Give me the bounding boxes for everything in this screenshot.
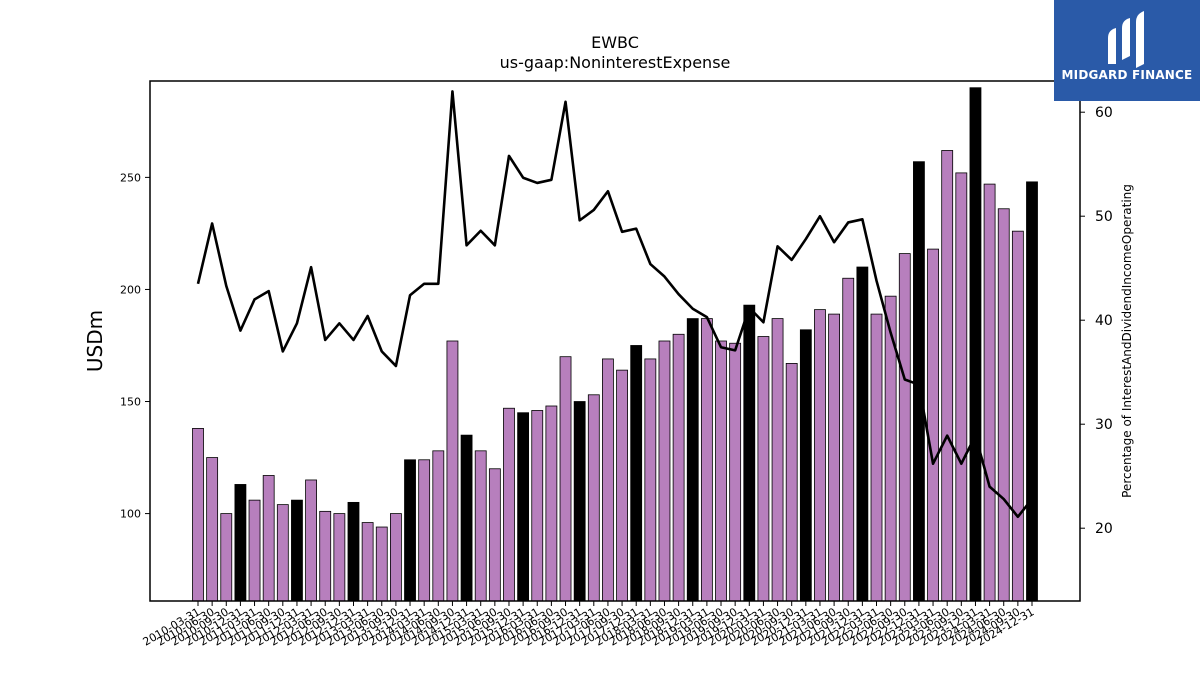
bar [460,434,473,602]
y2-tick-label: 30 [1095,417,1113,433]
logo-text: MIDGARD FINANCE [1061,68,1193,82]
bar [828,313,840,602]
y2-axis-label: Percentage of InterestAndDividendIncomeO… [1120,184,1134,498]
bar [997,208,1010,602]
bar [870,313,883,602]
bar [898,253,911,602]
bar [192,428,204,602]
midgard-logo-icon [1108,11,1144,68]
bar [573,401,586,602]
bar [559,356,572,602]
bar [842,277,855,602]
bar [1026,181,1038,602]
y2-tick-label: 60 [1095,105,1113,121]
bar [644,358,657,602]
bar [757,336,770,602]
bar [446,340,459,602]
bar [799,329,812,602]
bar [305,479,317,602]
bar-series [192,87,1038,602]
bar [729,342,742,602]
bar [418,459,431,602]
bar [602,358,614,602]
y-tick-label: 200 [120,283,141,296]
bar [983,183,996,602]
bar [333,513,346,602]
y-axis-label: USDm [83,310,107,372]
y-axis-right: 20 30 40 50 60 [1080,105,1113,537]
series-line [196,90,1034,519]
y-tick-label: 100 [120,508,141,521]
bar [319,510,332,602]
bar [276,504,289,602]
chart-subtitle: us-gaap:NoninterestExpense [500,53,731,72]
bar [291,499,303,602]
plot-frame [149,80,1081,602]
bar [206,457,219,602]
y2-tick-label: 40 [1095,313,1113,329]
bar [630,345,643,602]
bar [234,484,247,602]
x-axis: 2010-03-312010-06-302010-09-302010-12-31… [141,601,1037,649]
line-series [196,90,1034,519]
bar [248,499,261,602]
bar [404,459,416,602]
bar [913,161,925,602]
bar [587,394,600,602]
bar [672,333,685,602]
y-tick-label: 150 [120,396,141,409]
y2-tick-label: 50 [1095,209,1113,225]
bar [771,318,784,602]
bar [361,522,374,602]
bar [715,340,727,602]
bar [700,318,713,602]
bar [474,450,487,602]
bar [375,526,388,602]
bar [545,405,558,602]
bar [220,513,233,602]
bar [488,468,501,602]
y-axis-left: 100 150 200 250 [120,171,150,521]
bar [1011,230,1024,602]
y-tick-label: 250 [120,171,141,184]
bar [347,501,360,602]
bar [814,309,826,602]
bar [658,340,671,602]
bar [531,410,544,602]
bar [969,87,982,602]
bar [517,412,530,602]
bar [941,150,954,602]
bar [927,248,939,602]
bar [955,172,968,602]
brand-logo: MIDGARD FINANCE [1054,0,1200,101]
chart-title: EWBC [591,33,639,52]
bar [856,266,869,602]
bar [389,513,402,602]
y2-tick-label: 20 [1095,521,1113,537]
bar [432,450,445,602]
bar [686,318,699,602]
bar [262,475,275,602]
bar [616,369,628,602]
bar [503,407,515,602]
bar [743,304,756,602]
bar [785,363,798,602]
